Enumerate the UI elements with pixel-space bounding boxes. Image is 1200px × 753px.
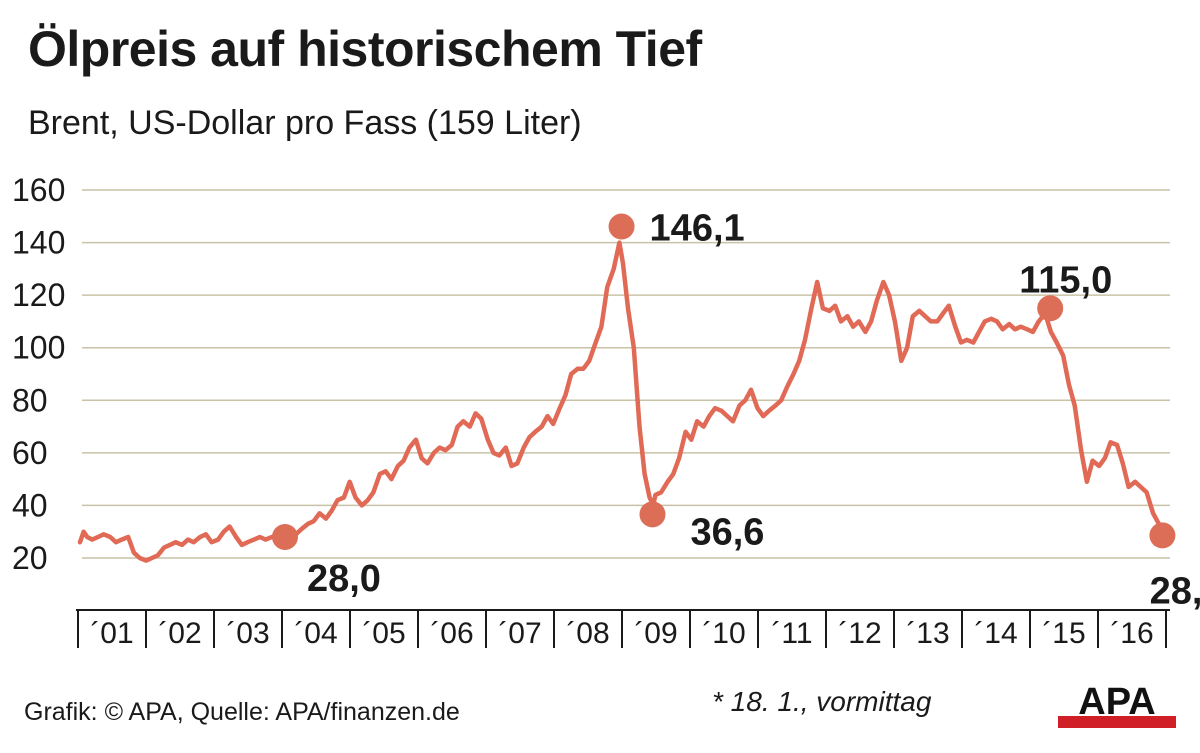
apa-logo-bar bbox=[1058, 716, 1176, 728]
x-tick-label: ´15 bbox=[1042, 617, 1085, 650]
x-tick-label: ´13 bbox=[906, 617, 949, 650]
x-tick-label: ´11 bbox=[771, 617, 812, 650]
annotation-marker bbox=[639, 501, 666, 528]
x-tick-label: ´14 bbox=[974, 617, 1017, 650]
annotation-label: 28,0 bbox=[307, 558, 381, 600]
y-tick-label: 60 bbox=[12, 435, 48, 471]
footnote: * 18. 1., vormittag bbox=[712, 686, 932, 717]
annotations: 28,0 146,1 36,6 115,0 28,6* bbox=[271, 208, 1200, 612]
x-tick-label: ´05 bbox=[362, 617, 405, 650]
apa-logo: APA bbox=[1058, 682, 1176, 728]
annotation-marker bbox=[1149, 522, 1176, 549]
x-tick-label: ´07 bbox=[498, 617, 541, 650]
chart-title: Ölpreis auf historischem Tief bbox=[28, 21, 702, 77]
x-tick-label: ´09 bbox=[634, 617, 677, 650]
y-tick-label: 160 bbox=[12, 172, 65, 208]
x-tick-label: ´12 bbox=[838, 617, 881, 650]
annotation-label: 146,1 bbox=[650, 208, 745, 250]
series-layer bbox=[77, 240, 1165, 563]
x-tick-label: ´16 bbox=[1110, 617, 1153, 650]
gridlines bbox=[82, 189, 1170, 559]
x-tick-label: ´01 bbox=[90, 617, 133, 650]
x-tick-label: ´06 bbox=[430, 617, 473, 650]
annotation-label: 36,6 bbox=[690, 511, 764, 553]
series-line-0 bbox=[77, 240, 1165, 563]
annotation-label: 28,6* bbox=[1150, 570, 1200, 612]
annotation-marker bbox=[608, 213, 635, 240]
y-tick-label: 40 bbox=[12, 487, 48, 523]
x-tick-label: ´10 bbox=[702, 617, 745, 650]
annotation-marker bbox=[1037, 295, 1064, 322]
x-axis: ´01 ´02 ´03 ´04 ´05 ´06 ´07 ´08 ´09 ´10 ´11 ´12 ´13 ´… bbox=[76, 609, 1170, 650]
source-credit: Grafik: © APA, Quelle: APA/finanzen.de bbox=[24, 698, 460, 726]
x-tick-label: ´04 bbox=[294, 617, 337, 650]
y-tick-label: 80 bbox=[12, 382, 48, 418]
x-tick-label: ´02 bbox=[158, 617, 201, 650]
y-axis-ticks: 20 40 60 80 100 120 140 160 bbox=[12, 172, 65, 576]
x-tick-label: ´08 bbox=[566, 617, 609, 650]
x-tick-label: ´03 bbox=[226, 617, 269, 650]
y-tick-label: 140 bbox=[12, 225, 65, 261]
y-tick-label: 120 bbox=[12, 277, 65, 313]
y-tick-label: 20 bbox=[12, 540, 48, 576]
annotation-marker bbox=[271, 523, 298, 550]
y-tick-label: 100 bbox=[12, 330, 65, 366]
annotation-label: 115,0 bbox=[1019, 259, 1112, 301]
chart-subtitle: Brent, US-Dollar pro Fass (159 Liter) bbox=[28, 104, 582, 142]
